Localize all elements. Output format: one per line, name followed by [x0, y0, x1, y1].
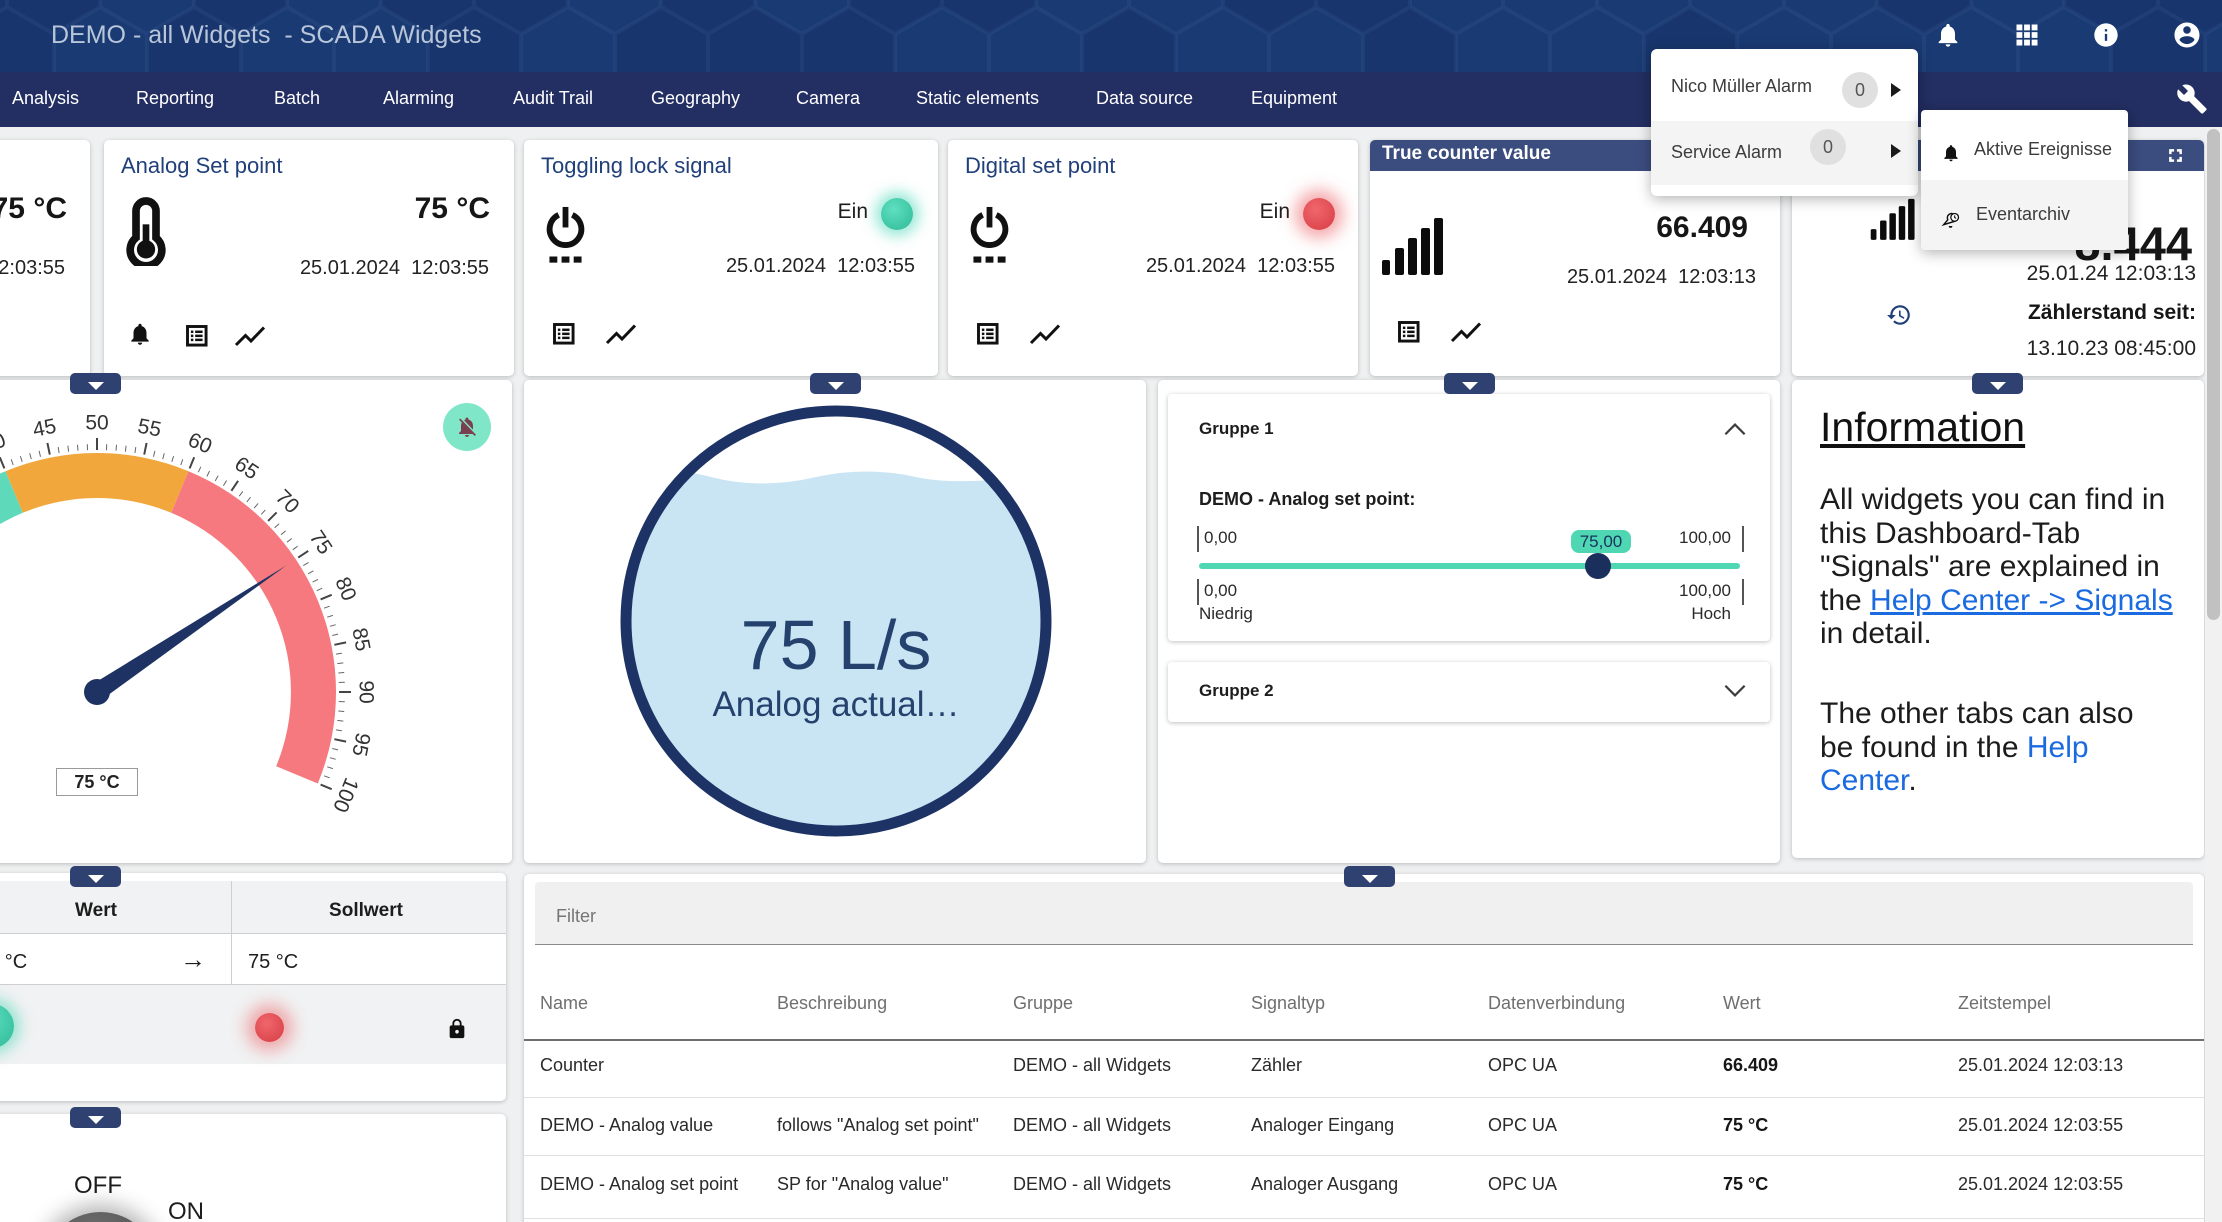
svg-text:75: 75 — [305, 526, 337, 558]
svg-text:Analog actual…: Analog actual… — [712, 685, 959, 724]
svg-text:85: 85 — [347, 626, 374, 653]
svg-text:40: 40 — [0, 428, 9, 458]
svg-text:80: 80 — [330, 574, 360, 604]
svg-text:50: 50 — [85, 412, 108, 435]
svg-text:60: 60 — [185, 428, 215, 458]
svg-text:95: 95 — [347, 731, 374, 758]
svg-text:100: 100 — [328, 774, 363, 815]
svg-text:75 L/s: 75 L/s — [741, 606, 932, 684]
svg-text:65: 65 — [230, 452, 262, 484]
svg-text:55: 55 — [136, 415, 163, 442]
svg-text:45: 45 — [31, 415, 58, 442]
svg-text:90: 90 — [354, 680, 377, 703]
